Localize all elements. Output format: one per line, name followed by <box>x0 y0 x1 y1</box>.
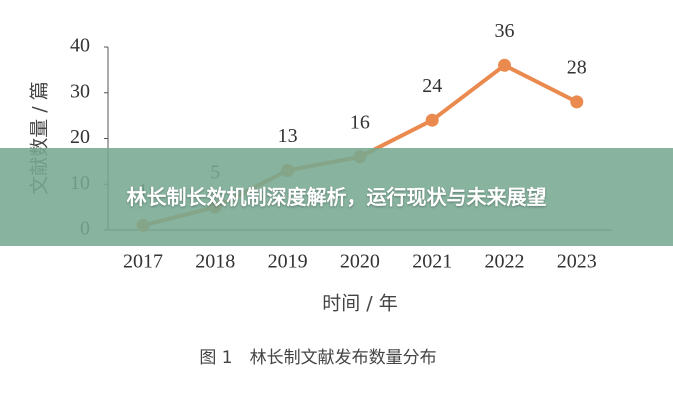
y-tick-label: 30 <box>70 80 90 102</box>
x-axis-label: 时间 / 年 <box>322 293 397 315</box>
y-tick-label: 40 <box>70 35 90 57</box>
x-tick-label: 2017 <box>123 251 163 273</box>
x-tick-label: 2019 <box>268 251 308 273</box>
caption: 图 1 林长制文献发布数量分布 <box>199 348 436 368</box>
data-label: 13 <box>278 125 298 147</box>
data-label: 16 <box>350 111 370 133</box>
banner: 林长制长效机制深度解析，运行现状与未来展望 <box>0 148 673 246</box>
banner-title: 林长制长效机制深度解析，运行现状与未来展望 <box>126 185 547 209</box>
x-tick-label: 2018 <box>195 251 235 273</box>
x-tick-label: 2023 <box>557 251 597 273</box>
point <box>425 113 439 127</box>
data-label: 28 <box>567 56 587 78</box>
y-tick-label: 20 <box>70 126 90 148</box>
point <box>570 95 584 109</box>
data-label: 36 <box>495 20 515 42</box>
x-tick-label: 2021 <box>412 251 452 273</box>
point <box>498 58 511 72</box>
x-tick-label: 2022 <box>485 251 525 273</box>
x-tick-label: 2020 <box>340 251 380 273</box>
data-label: 24 <box>422 75 442 97</box>
